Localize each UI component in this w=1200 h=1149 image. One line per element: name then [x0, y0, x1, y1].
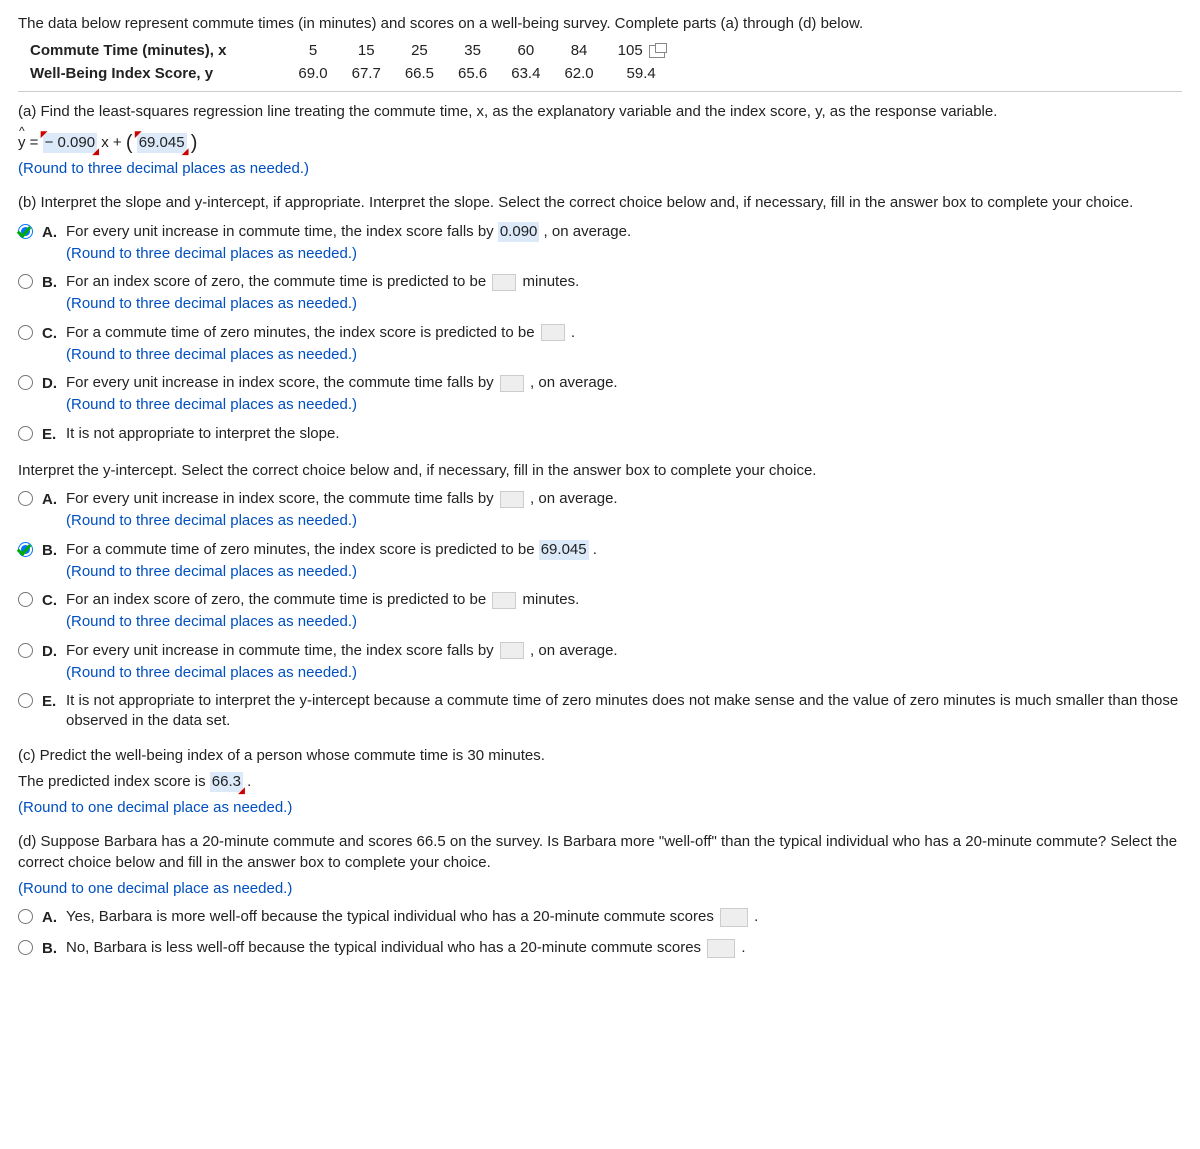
- option-letter: E.: [42, 691, 66, 712]
- blank-input[interactable]: [541, 324, 565, 341]
- radio-yint-a[interactable]: [18, 491, 33, 506]
- x-row-label: Commute Time (minutes), x: [18, 40, 286, 62]
- option-text: .: [589, 541, 597, 558]
- radio-yint-d[interactable]: [18, 643, 33, 658]
- data-table: Commute Time (minutes), x 5 15 25 35 60 …: [18, 40, 677, 85]
- option-text: , on average.: [526, 490, 618, 507]
- option-letter: C.: [42, 590, 66, 611]
- y-val: 63.4: [499, 63, 552, 85]
- option-letter: D.: [42, 373, 66, 394]
- radio-d-b[interactable]: [18, 940, 33, 955]
- part-c-answer-line: The predicted index score is 66.3◢ .: [18, 772, 1182, 792]
- radio-slope-c[interactable]: [18, 325, 33, 340]
- option-text: .: [750, 908, 758, 925]
- radio-slope-a[interactable]: [18, 226, 33, 243]
- divider: [18, 91, 1182, 92]
- blank-input[interactable]: [707, 939, 735, 958]
- y-val: 67.7: [340, 63, 393, 85]
- option-text: For every unit increase in index score, …: [66, 490, 498, 507]
- part-b-prompt: (b) Interpret the slope and y-intercept,…: [18, 193, 1182, 213]
- round-note: (Round to three decimal places as needed…: [66, 612, 1182, 632]
- part-d-prompt: (d) Suppose Barbara has a 20-minute comm…: [18, 832, 1182, 873]
- radio-d-a[interactable]: [18, 909, 33, 924]
- radio-yint-c[interactable]: [18, 592, 33, 607]
- option-text: For an index score of zero, the commute …: [66, 273, 490, 290]
- slope-a-value[interactable]: 0.090: [498, 222, 540, 242]
- option-letter: D.: [42, 641, 66, 662]
- option-letter: E.: [42, 424, 66, 445]
- option-text: It is not appropriate to interpret the s…: [66, 425, 340, 442]
- y-val: 59.4: [606, 63, 677, 85]
- part-c-value[interactable]: 66.3◢: [210, 772, 243, 792]
- radio-yint-b[interactable]: [18, 544, 33, 561]
- option-text: No, Barbara is less well-off because the…: [66, 939, 705, 956]
- part-c-prompt: (c) Predict the well-being index of a pe…: [18, 746, 1182, 766]
- x-val: 15: [340, 40, 393, 62]
- round-note: (Round to three decimal places as needed…: [66, 294, 1182, 314]
- option-letter: A.: [42, 489, 66, 510]
- option-text: .: [737, 939, 745, 956]
- option-text: For a commute time of zero minutes, the …: [66, 324, 539, 341]
- round-note: (Round to three decimal places as needed…: [66, 663, 1182, 683]
- blank-input[interactable]: [500, 642, 524, 659]
- round-note: (Round to one decimal place as needed.): [18, 879, 1182, 899]
- option-text: For every unit increase in commute time,…: [66, 223, 498, 240]
- part-a-prompt: (a) Find the least-squares regression li…: [18, 102, 1182, 122]
- round-note: (Round to three decimal places as needed…: [66, 511, 1182, 531]
- option-text: .: [567, 324, 575, 341]
- x-val: 84: [552, 40, 605, 62]
- option-text: , on average.: [539, 223, 631, 240]
- option-text: Yes, Barbara is more well-off because th…: [66, 908, 718, 925]
- round-note: (Round to one decimal place as needed.): [18, 798, 1182, 818]
- option-text: , on average.: [526, 642, 618, 659]
- option-text: minutes.: [518, 591, 579, 608]
- radio-slope-e[interactable]: [18, 426, 33, 441]
- y-hat: y: [18, 133, 26, 153]
- x-val: 25: [393, 40, 446, 62]
- intercept-answer[interactable]: ◤69.045◢: [137, 133, 187, 153]
- round-note: (Round to three decimal places as needed…: [66, 244, 1182, 264]
- blank-input[interactable]: [492, 592, 516, 609]
- x-val: 60: [499, 40, 552, 62]
- popup-icon[interactable]: [649, 45, 665, 58]
- radio-yint-e[interactable]: [18, 693, 33, 708]
- radio-slope-b[interactable]: [18, 274, 33, 289]
- option-letter: A.: [42, 907, 66, 928]
- y-val: 66.5: [393, 63, 446, 85]
- option-text: minutes.: [518, 273, 579, 290]
- round-note: (Round to three decimal places as needed…: [18, 159, 1182, 179]
- slope-answer[interactable]: ◤− 0.090◢: [43, 133, 97, 153]
- blank-input[interactable]: [500, 375, 524, 392]
- option-letter: C.: [42, 323, 66, 344]
- x-val: 5: [286, 40, 339, 62]
- x-val: 35: [446, 40, 499, 62]
- option-text: For an index score of zero, the commute …: [66, 591, 490, 608]
- option-text: For a commute time of zero minutes, the …: [66, 541, 539, 558]
- y-val: 65.6: [446, 63, 499, 85]
- yint-b-value[interactable]: 69.045: [539, 540, 589, 560]
- y-row-label: Well-Being Index Score, y: [18, 63, 286, 85]
- yint-prompt: Interpret the y-intercept. Select the co…: [18, 461, 1182, 481]
- option-text: For every unit increase in index score, …: [66, 374, 498, 391]
- option-text: , on average.: [526, 374, 618, 391]
- option-text: For every unit increase in commute time,…: [66, 642, 498, 659]
- option-letter: A.: [42, 222, 66, 243]
- regression-equation: y = ◤− 0.090◢ x + ( ◤69.045◢ ): [18, 130, 1182, 157]
- x-val: 105: [606, 40, 677, 62]
- option-text: It is not appropriate to interpret the y…: [66, 692, 1178, 729]
- y-val: 69.0: [286, 63, 339, 85]
- option-letter: B.: [42, 272, 66, 293]
- option-letter: B.: [42, 938, 66, 959]
- blank-input[interactable]: [720, 908, 748, 927]
- intro-text: The data below represent commute times (…: [18, 14, 1182, 34]
- radio-slope-d[interactable]: [18, 375, 33, 390]
- blank-input[interactable]: [492, 274, 516, 291]
- round-note: (Round to three decimal places as needed…: [66, 562, 1182, 582]
- blank-input[interactable]: [500, 491, 524, 508]
- option-letter: B.: [42, 540, 66, 561]
- round-note: (Round to three decimal places as needed…: [66, 395, 1182, 415]
- round-note: (Round to three decimal places as needed…: [66, 345, 1182, 365]
- y-val: 62.0: [552, 63, 605, 85]
